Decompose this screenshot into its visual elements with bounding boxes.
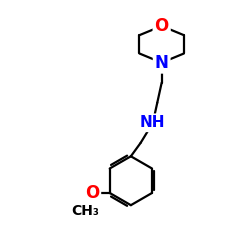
Text: CH₃: CH₃ [71, 204, 99, 218]
Text: O: O [85, 184, 99, 202]
Text: NH: NH [140, 115, 166, 130]
Text: N: N [155, 54, 168, 72]
Text: O: O [154, 17, 169, 35]
